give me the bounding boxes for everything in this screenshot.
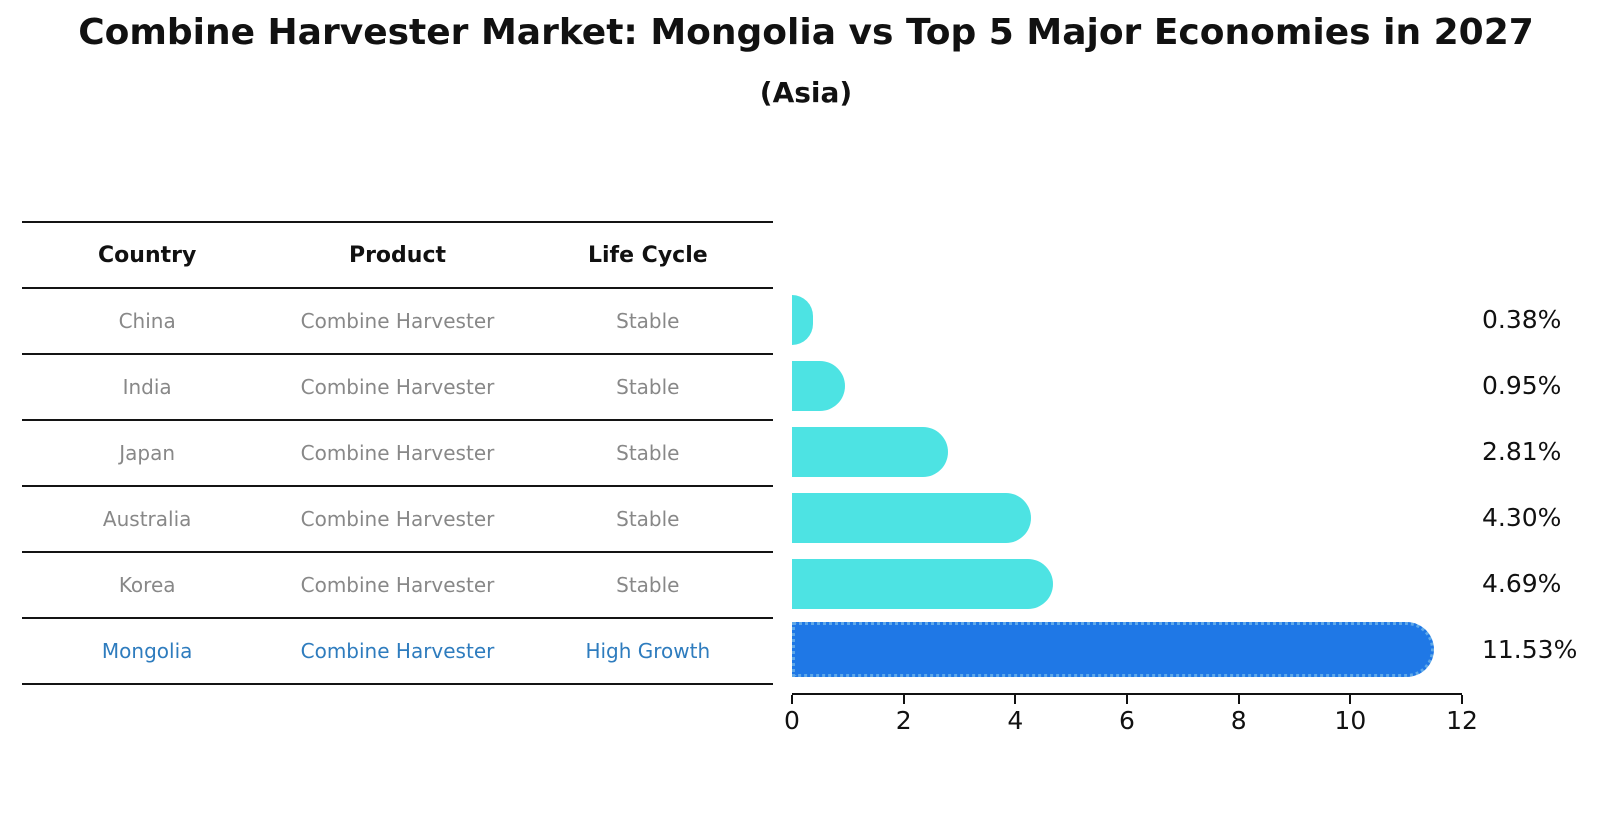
value-label-india: 0.95% bbox=[1482, 371, 1562, 400]
value-label-column: 0.38% 0.95% 2.81% 4.30% 4.69% 11.53% bbox=[1482, 287, 1577, 683]
cell-product: Combine Harvester bbox=[300, 507, 495, 531]
cell-product: Combine Harvester bbox=[300, 375, 495, 399]
x-tick-mark bbox=[791, 695, 793, 704]
x-tick-label: 0 bbox=[784, 706, 800, 735]
x-tick-label: 12 bbox=[1446, 706, 1478, 735]
cell-product: Combine Harvester bbox=[300, 573, 495, 597]
x-tick-label: 10 bbox=[1334, 706, 1367, 735]
bar-chart bbox=[792, 287, 1460, 683]
x-tick-label: 6 bbox=[1119, 706, 1135, 735]
bar-row-australia bbox=[792, 485, 1460, 551]
cell-country: India bbox=[122, 375, 172, 399]
cell-country: Australia bbox=[102, 507, 192, 531]
table-row-india: India Combine Harvester Stable bbox=[22, 355, 773, 421]
bar-mongolia bbox=[792, 622, 1434, 677]
bar-india bbox=[792, 361, 845, 411]
value-label-australia: 4.30% bbox=[1482, 503, 1562, 532]
bar-japan bbox=[792, 427, 949, 477]
cell-lifecycle: Stable bbox=[616, 441, 680, 465]
col-header-product: Product bbox=[348, 242, 447, 268]
value-label-japan: 2.81% bbox=[1482, 437, 1562, 466]
col-header-lifecycle: Life Cycle bbox=[587, 242, 708, 268]
table-header-row: Country Product Life Cycle bbox=[22, 223, 773, 289]
cell-country: China bbox=[118, 309, 176, 333]
cell-lifecycle: Stable bbox=[616, 309, 680, 333]
chart-subtitle: (Asia) bbox=[759, 76, 853, 109]
col-header-country: Country bbox=[98, 242, 197, 268]
x-tick-mark bbox=[1014, 695, 1017, 704]
table-row-japan: Japan Combine Harvester Stable bbox=[22, 421, 773, 487]
x-tick-mark bbox=[902, 695, 905, 704]
table-row-australia: Australia Combine Harvester Stable bbox=[22, 487, 773, 553]
cell-lifecycle: Stable bbox=[616, 507, 680, 531]
cell-lifecycle: Stable bbox=[616, 573, 680, 597]
table-row-korea: Korea Combine Harvester Stable bbox=[22, 553, 773, 619]
cell-product: Combine Harvester bbox=[300, 441, 495, 465]
table-row-mongolia: Mongolia Combine Harvester High Growth bbox=[22, 619, 773, 685]
x-tick-label: 2 bbox=[895, 706, 912, 735]
bar-row-china bbox=[792, 287, 1460, 353]
x-axis-line bbox=[792, 693, 1462, 695]
bar-row-japan bbox=[792, 419, 1460, 485]
cell-country: Korea bbox=[118, 573, 176, 597]
x-axis: 0 2 4 6 8 10 12 bbox=[784, 693, 1478, 743]
cell-country: Japan bbox=[119, 441, 176, 465]
cell-product: Combine Harvester bbox=[300, 309, 495, 333]
x-tick-mark bbox=[1237, 695, 1240, 704]
x-tick-mark bbox=[1349, 695, 1352, 704]
bar-row-korea bbox=[792, 551, 1460, 617]
x-tick-mark bbox=[1126, 695, 1128, 704]
table-row-china: China Combine Harvester Stable bbox=[22, 289, 773, 355]
bar-australia bbox=[792, 493, 1032, 543]
cell-country: Mongolia bbox=[101, 639, 193, 663]
cell-lifecycle: High Growth bbox=[585, 639, 711, 663]
cell-lifecycle: Stable bbox=[616, 375, 680, 399]
bar-row-india bbox=[792, 353, 1460, 419]
value-label-korea: 4.69% bbox=[1482, 569, 1562, 598]
chart-title: Combine Harvester Market: Mongolia vs To… bbox=[78, 12, 1534, 53]
bar-korea bbox=[792, 559, 1054, 609]
value-label-mongolia: 11.53% bbox=[1482, 635, 1578, 664]
x-tick-mark bbox=[1461, 695, 1463, 704]
x-tick-label: 4 bbox=[1007, 706, 1024, 735]
x-tick-label: 8 bbox=[1230, 706, 1247, 735]
bar-china bbox=[792, 295, 814, 345]
value-label-china: 0.38% bbox=[1482, 305, 1562, 334]
country-table: Country Product Life Cycle China Combine… bbox=[22, 221, 773, 685]
bar-row-mongolia bbox=[792, 617, 1460, 683]
cell-product: Combine Harvester bbox=[300, 639, 495, 663]
